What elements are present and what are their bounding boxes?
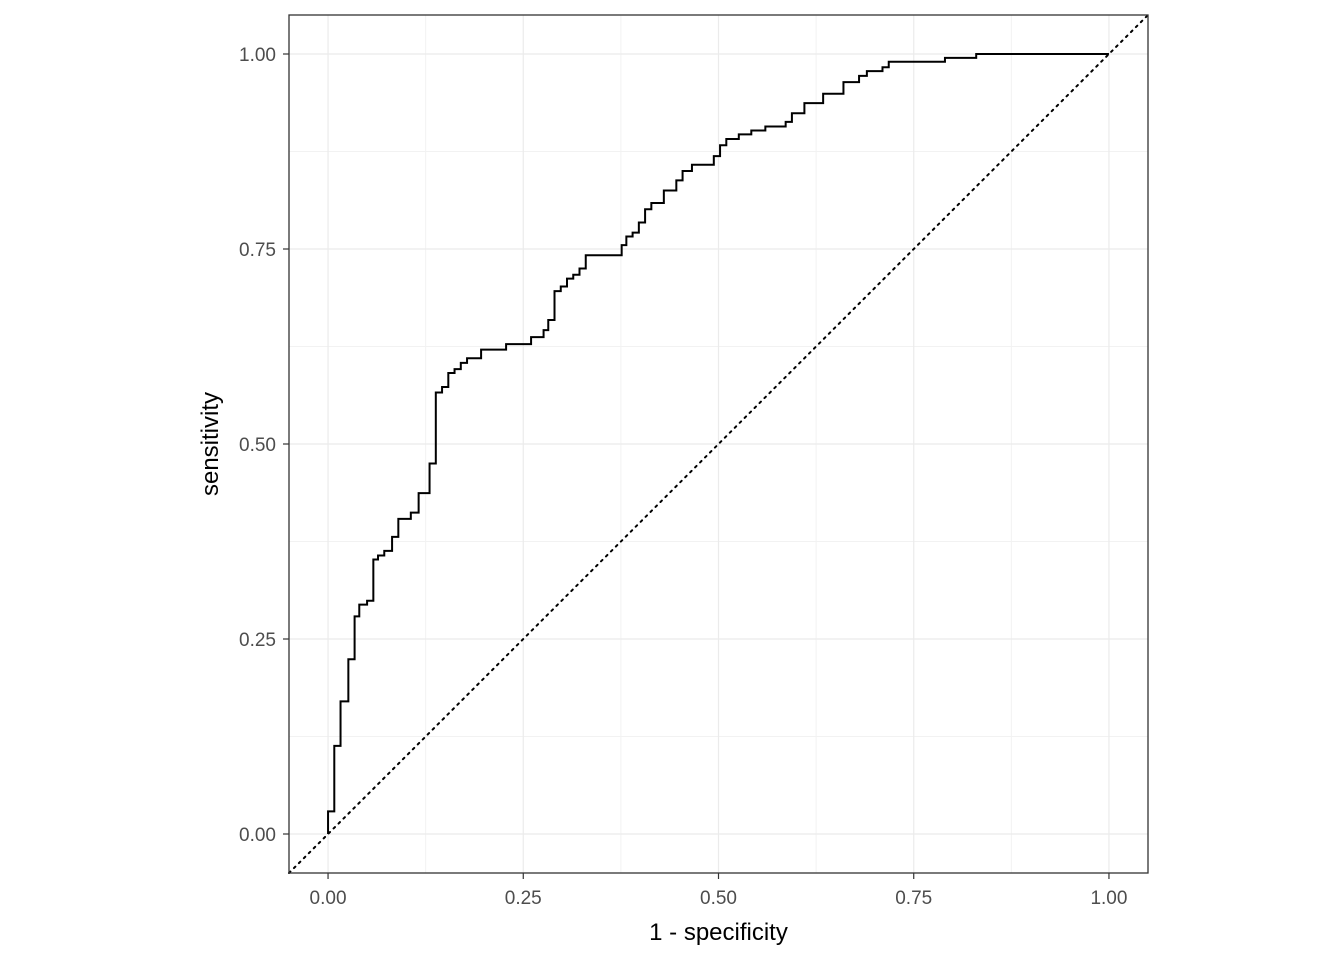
y-tick-label: 0.25: [239, 630, 276, 651]
x-tick-label: 0.50: [700, 888, 737, 909]
x-axis: 0.00 0.25 0.50 0.75 1.00: [310, 873, 1127, 909]
y-axis-title: sensitivity: [197, 392, 224, 496]
series-layer: [288, 14, 1149, 874]
diagonal-reference-line: [288, 14, 1149, 874]
x-tick-label: 0.75: [895, 888, 932, 909]
x-axis-title: 1 - specificity: [649, 919, 788, 946]
major-gridlines: [289, 15, 1148, 873]
roc-curve: [327, 53, 1109, 834]
x-tick-label: 0.00: [310, 888, 347, 909]
y-tick-label: 1.00: [239, 45, 276, 66]
y-axis: 0.00 0.25 0.50 0.75 1.00: [239, 45, 289, 846]
y-tick-label: 0.50: [239, 435, 276, 456]
x-tick-label: 1.00: [1090, 888, 1127, 909]
x-tick-label: 0.25: [505, 888, 542, 909]
y-tick-label: 0.00: [239, 825, 276, 846]
y-tick-label: 0.75: [239, 240, 276, 261]
